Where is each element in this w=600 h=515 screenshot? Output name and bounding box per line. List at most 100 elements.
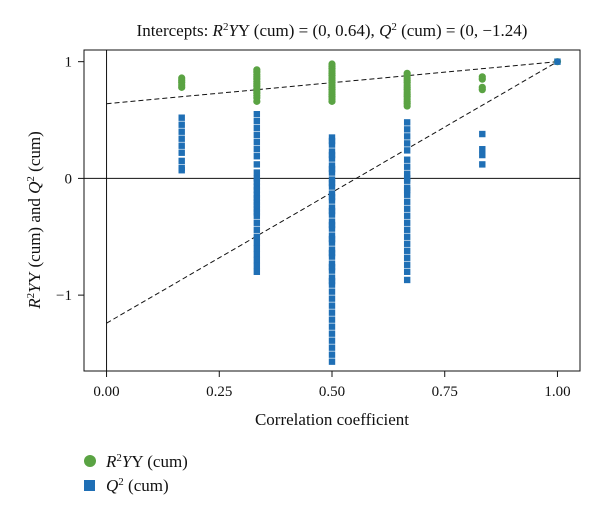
q2-point bbox=[178, 121, 185, 128]
q2-point bbox=[328, 207, 336, 215]
q2-point bbox=[328, 193, 336, 201]
x-tick-label: 1.00 bbox=[544, 384, 570, 400]
q2-point bbox=[253, 118, 261, 125]
q2-point bbox=[253, 209, 261, 216]
q2-point bbox=[328, 183, 336, 190]
x-tick-label: 0.50 bbox=[319, 384, 345, 400]
q2-point bbox=[328, 260, 336, 267]
q2-point bbox=[253, 212, 261, 219]
q2-point bbox=[328, 344, 336, 351]
q2-point bbox=[253, 219, 261, 226]
q2-point bbox=[403, 212, 411, 219]
q2-point bbox=[328, 302, 336, 309]
q2-point bbox=[328, 323, 336, 330]
q2-point bbox=[328, 277, 336, 285]
q2-point bbox=[328, 134, 336, 141]
q2-point bbox=[253, 195, 261, 202]
q2-point bbox=[253, 251, 261, 258]
q2-point bbox=[403, 156, 411, 163]
legend-q2-label: Q2 (cum) bbox=[106, 476, 169, 495]
q2-point bbox=[253, 175, 261, 182]
q2-point bbox=[403, 233, 411, 240]
data-points bbox=[178, 58, 562, 365]
q2-point bbox=[403, 163, 411, 170]
q2-point bbox=[328, 155, 336, 162]
q2-point bbox=[328, 218, 336, 225]
q2-point bbox=[403, 261, 411, 268]
q2-point bbox=[403, 240, 411, 247]
q2-point bbox=[328, 288, 336, 295]
q2-point bbox=[403, 254, 411, 261]
x-tick-label: 0.75 bbox=[432, 384, 458, 400]
q2-point bbox=[253, 169, 261, 176]
q2-point bbox=[178, 149, 185, 156]
q2-point bbox=[403, 247, 411, 254]
q2-point bbox=[253, 233, 261, 240]
q2-point bbox=[403, 119, 411, 126]
q2-point bbox=[403, 133, 411, 140]
q2-point bbox=[328, 179, 336, 187]
q2-point bbox=[178, 135, 185, 142]
q2-point bbox=[328, 235, 336, 243]
y-tick-label: 0 bbox=[65, 171, 73, 187]
r2y-point bbox=[478, 86, 486, 94]
q2-point bbox=[253, 111, 261, 118]
y-tick-label: −1 bbox=[56, 288, 72, 304]
q2-point bbox=[328, 232, 336, 239]
q2-point bbox=[178, 142, 185, 149]
q2-point bbox=[253, 191, 261, 198]
q2-point bbox=[178, 114, 185, 121]
q2-point bbox=[328, 211, 336, 218]
legend: R2YY (cum) Q2 (cum) bbox=[84, 452, 188, 495]
q2-point bbox=[253, 239, 261, 246]
y-axis-ticks: −1 0 1 bbox=[56, 55, 84, 304]
q2-point bbox=[328, 351, 336, 358]
r2y-point bbox=[478, 75, 486, 83]
q2-point bbox=[403, 147, 411, 154]
legend-r2y-marker bbox=[84, 455, 96, 467]
q2-point bbox=[253, 125, 261, 132]
q2-point bbox=[253, 178, 261, 186]
q2-point bbox=[328, 148, 336, 155]
q2-point bbox=[403, 186, 411, 194]
q2-point bbox=[253, 198, 261, 205]
q2-point bbox=[253, 186, 261, 194]
legend-r2y-label: R2YY (cum) bbox=[105, 452, 188, 471]
q2-point bbox=[479, 151, 486, 159]
q2-point bbox=[403, 175, 411, 182]
q2-point bbox=[328, 253, 336, 260]
q2-point bbox=[328, 246, 336, 253]
chart-title: Intercepts: R2YY (cum) = (0, 0.64), Q2 (… bbox=[137, 21, 528, 40]
q2-point bbox=[328, 151, 336, 159]
q2-point bbox=[328, 309, 336, 316]
r2y-point bbox=[328, 97, 336, 105]
y-axis-label: R2YY (cum) and Q2 (cum) bbox=[25, 131, 44, 310]
q2-point bbox=[328, 263, 336, 271]
q2-point bbox=[328, 169, 336, 176]
q2-point bbox=[328, 295, 336, 302]
q2-point bbox=[328, 281, 336, 288]
q2-point bbox=[403, 126, 411, 133]
q2-point bbox=[328, 267, 336, 274]
q2-point bbox=[328, 137, 336, 145]
q2-point bbox=[328, 165, 336, 173]
q2-point bbox=[328, 204, 336, 211]
q2-point bbox=[328, 162, 336, 169]
q2-point bbox=[328, 225, 336, 232]
q2-point bbox=[403, 276, 411, 284]
q2-point bbox=[178, 157, 185, 165]
q2-point bbox=[178, 164, 185, 172]
q2-point bbox=[328, 358, 336, 365]
q2-point bbox=[328, 141, 336, 148]
q2-point bbox=[253, 146, 261, 153]
y-tick-label: 1 bbox=[65, 55, 73, 71]
q2-point bbox=[328, 197, 336, 204]
q2-point bbox=[253, 153, 261, 160]
x-tick-label: 0.25 bbox=[206, 384, 232, 400]
q2-point bbox=[328, 330, 336, 337]
q2-point bbox=[403, 205, 411, 212]
q2-point bbox=[253, 161, 261, 168]
q2-point bbox=[403, 268, 411, 275]
q2-point bbox=[403, 191, 411, 198]
q2-point bbox=[554, 58, 561, 65]
